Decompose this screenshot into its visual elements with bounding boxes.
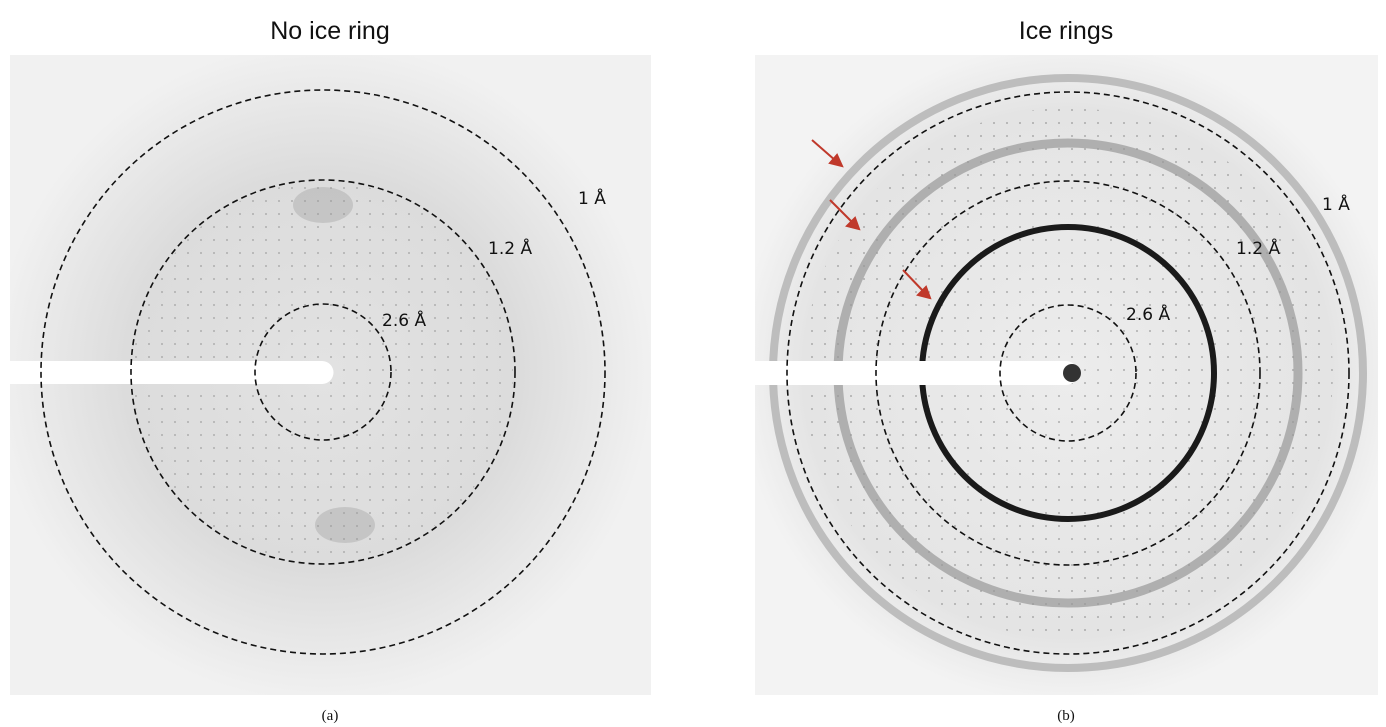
- beam-center: [1063, 364, 1081, 382]
- panel-title: Ice rings: [1019, 17, 1113, 45]
- caption: (b): [1057, 708, 1075, 724]
- beamstop: [10, 361, 334, 384]
- panel-title: No ice ring: [270, 17, 390, 45]
- beamstop: [755, 361, 1078, 385]
- ring-label: 2.6 Å: [382, 309, 426, 331]
- figure: No ice ring 1 Å 1.2 Å 2.6 Å (a) Ice ring…: [0, 0, 1386, 727]
- caption: (a): [322, 708, 339, 724]
- ring-label: 1.2 Å: [1236, 237, 1280, 259]
- smear: [293, 187, 353, 223]
- ring-label: 1 Å: [1322, 193, 1350, 215]
- panel-a: No ice ring 1 Å 1.2 Å 2.6 Å (a): [10, 17, 651, 724]
- smear: [315, 507, 375, 543]
- ring-label: 1 Å: [578, 187, 606, 209]
- ring-label: 2.6 Å: [1126, 303, 1170, 325]
- page: No ice ring 1 Å 1.2 Å 2.6 Å (a) Ice ring…: [0, 0, 1386, 727]
- panel-b: Ice rings 1 Å 1.2 Å 2.6 Å (b): [755, 17, 1378, 724]
- ring-label: 1.2 Å: [488, 237, 532, 259]
